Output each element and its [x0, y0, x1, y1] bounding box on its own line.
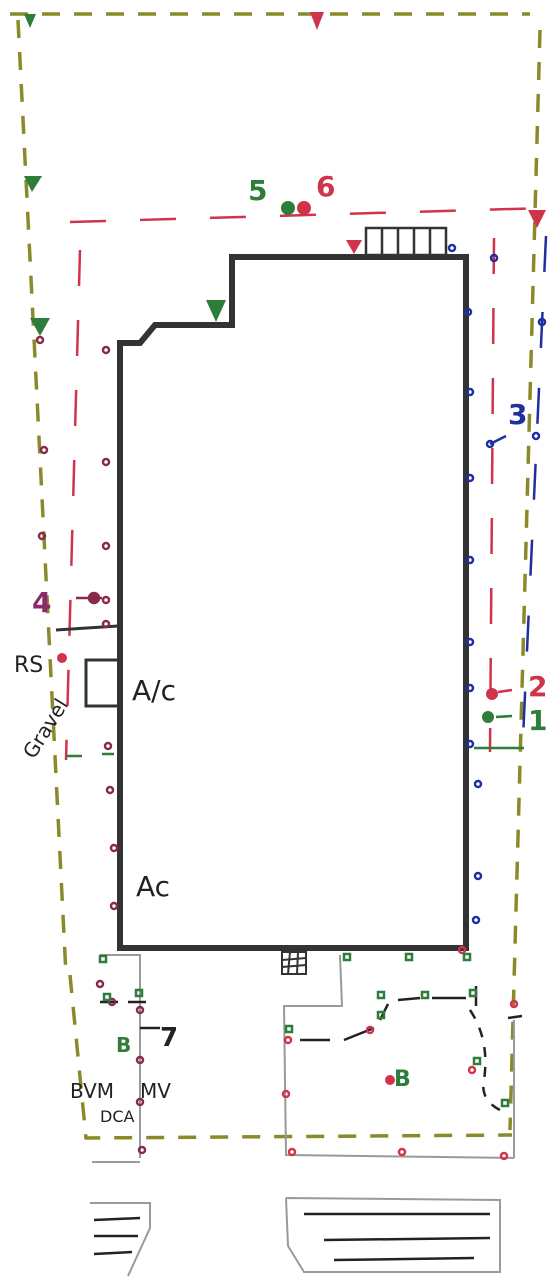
red-markers [57, 12, 546, 1085]
marker-1-label: 1 [528, 704, 547, 737]
bvm-label: BVM [70, 1079, 114, 1103]
marker-4-label: 4 [32, 586, 51, 619]
green-squares [98, 952, 510, 1108]
dca-label: DCA [100, 1107, 134, 1126]
marker-7-label: 7 [160, 1023, 178, 1053]
gravel-box [55, 624, 119, 708]
marker-3-label: 3 [508, 398, 527, 431]
ac-upper-label: A/c [132, 674, 176, 707]
red-dots [281, 945, 519, 1161]
mv-label: MV [140, 1079, 171, 1103]
rs-label: RS [14, 653, 43, 678]
blue-dashed-line [520, 235, 548, 761]
marker-2-label: 2 [528, 670, 547, 703]
blue-dots [447, 243, 547, 925]
bottom-hatch-left [93, 1216, 141, 1256]
zone-b-left-label: B [116, 1033, 131, 1057]
marker-5-label: 5 [248, 174, 267, 207]
setback-lines [64, 206, 546, 761]
pin-markers [76, 434, 513, 719]
marker-6-label: 6 [316, 170, 335, 203]
gravel-label: Gravel [18, 694, 73, 762]
ac-lower-label: Ac [136, 870, 170, 903]
hatch-icon [281, 951, 307, 975]
property-boundary [10, 12, 542, 1140]
green-dashes [66, 746, 524, 758]
green-markers [24, 14, 494, 723]
bottom-hatch-right [304, 1212, 491, 1262]
gray-site-lines [90, 954, 515, 1277]
building-outline [117, 254, 469, 951]
zone-b-right-label: B [394, 1067, 411, 1092]
magenta-dots [35, 335, 147, 1155]
stair-icon [364, 226, 448, 257]
